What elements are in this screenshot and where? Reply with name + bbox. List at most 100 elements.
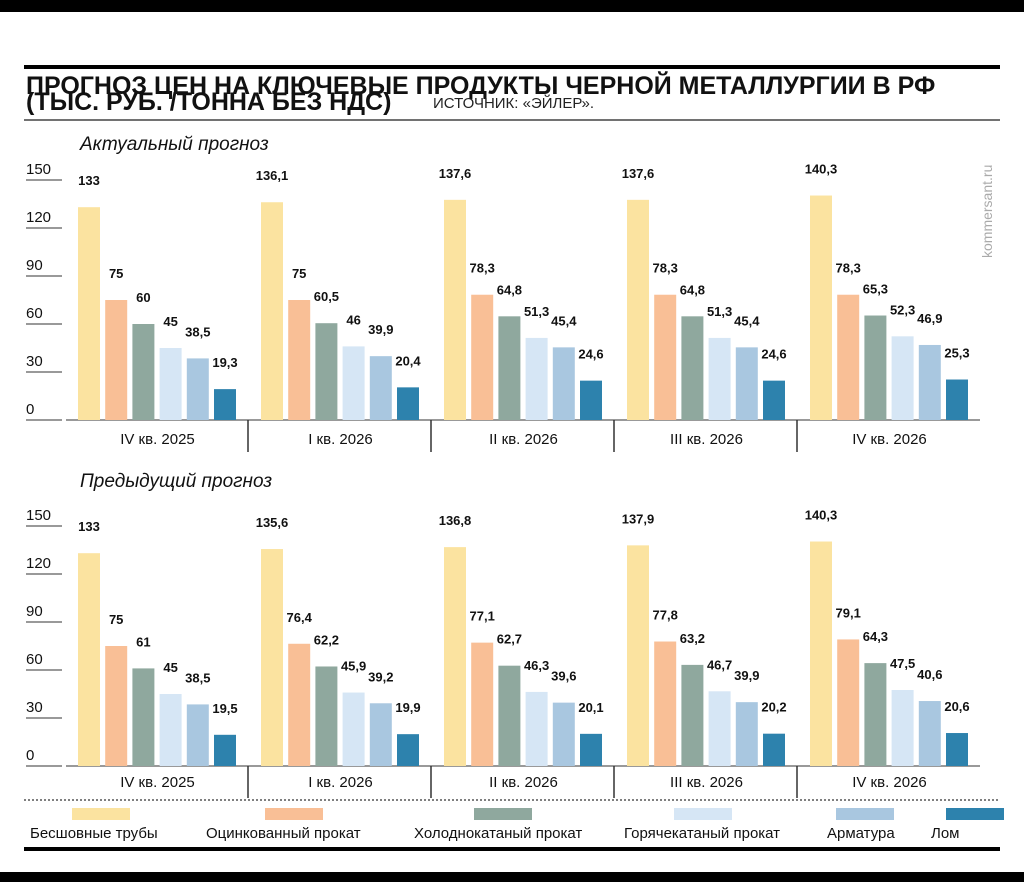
bar: [132, 324, 155, 420]
data-label: 78,3: [836, 261, 861, 276]
y-tick-label: 120: [26, 555, 51, 572]
data-label: 45,4: [734, 313, 760, 328]
bar: [315, 666, 338, 766]
data-label: 46,3: [524, 658, 549, 673]
bar: [105, 300, 128, 420]
bar: [525, 337, 548, 420]
bar: [837, 639, 860, 766]
bar: [552, 347, 575, 420]
data-label: 19,9: [395, 700, 420, 715]
bar: [369, 356, 392, 420]
y-tick-label: 120: [26, 209, 51, 226]
data-label: 137,9: [622, 511, 655, 526]
data-label: 79,1: [836, 605, 861, 620]
bar: [525, 691, 548, 766]
data-label: 40,6: [917, 667, 942, 682]
legend-swatch: [836, 808, 894, 820]
bar: [471, 642, 494, 766]
bar: [552, 702, 575, 766]
bar: [708, 691, 731, 766]
bar: [261, 549, 283, 766]
source-note: ИСТОЧНИК: «ЭЙЛЕР».: [433, 94, 594, 112]
legend-label: Бесшовные трубы: [30, 825, 158, 842]
data-label: 24,6: [761, 347, 786, 362]
bar: [708, 337, 731, 420]
data-label: 133: [78, 519, 100, 534]
data-label: 19,5: [212, 701, 237, 716]
bar: [471, 294, 494, 420]
data-label: 64,8: [497, 282, 522, 297]
bar: [498, 316, 521, 420]
bar: [78, 553, 100, 766]
bar: [288, 643, 311, 766]
legend-label: Арматура: [827, 825, 895, 842]
bar: [261, 202, 283, 420]
category-label: IV кв. 2025: [120, 774, 195, 791]
bar: [580, 733, 602, 766]
bar: [580, 380, 602, 420]
y-tick-label: 150: [26, 161, 51, 178]
category-label: III кв. 2026: [670, 774, 743, 791]
data-label: 78,3: [653, 261, 678, 276]
bar: [946, 733, 968, 766]
data-label: 77,1: [470, 609, 495, 624]
data-label: 20,2: [761, 700, 786, 715]
data-label: 20,6: [944, 699, 969, 714]
data-label: 46: [346, 312, 360, 327]
bar: [918, 344, 941, 420]
bar: [864, 315, 887, 420]
bar: [288, 300, 311, 420]
bar: [397, 734, 419, 766]
category-label: IV кв. 2025: [120, 431, 195, 448]
data-label: 51,3: [707, 304, 732, 319]
data-label: 60,5: [314, 289, 339, 304]
data-label: 19,3: [212, 355, 237, 370]
data-label: 140,3: [805, 508, 838, 523]
bar: [369, 703, 392, 766]
category-label: II кв. 2026: [489, 431, 558, 448]
bar: [891, 336, 914, 420]
category-label: IV кв. 2026: [852, 774, 927, 791]
bar: [837, 294, 860, 420]
legend-swatch: [674, 808, 732, 820]
data-label: 76,4: [287, 610, 313, 625]
legend-label: Горячекатаный прокат: [624, 825, 780, 842]
data-label: 136,1: [256, 168, 289, 183]
bar: [132, 668, 155, 766]
data-label: 75: [109, 612, 123, 627]
bar: [735, 347, 758, 420]
bar: [946, 379, 968, 420]
data-label: 60: [136, 290, 150, 305]
legend-label: Холоднокатаный прокат: [414, 825, 582, 842]
category-label: II кв. 2026: [489, 774, 558, 791]
bar: [397, 387, 419, 420]
y-tick-label: 90: [26, 257, 43, 274]
panel-title: Предыдущий прогноз: [80, 471, 272, 492]
data-label: 38,5: [185, 670, 210, 685]
data-label: 38,5: [185, 324, 210, 339]
data-label: 137,6: [439, 166, 472, 181]
y-tick-label: 60: [26, 305, 43, 322]
chart-title-line2: (ТЫС. РУБ. /ТОННА БЕЗ НДС): [26, 88, 391, 116]
watermark: kommersant.ru: [979, 165, 995, 258]
data-label: 45,4: [551, 313, 577, 328]
bar: [627, 545, 649, 766]
y-tick-label: 30: [26, 353, 43, 370]
legend-swatch: [474, 808, 532, 820]
data-label: 39,6: [551, 669, 576, 684]
data-label: 61: [136, 634, 150, 649]
panel-2: Предыдущий прогноз 0 30 60 90 120 150 IV кв. 20…: [26, 471, 980, 798]
bar: [654, 294, 677, 420]
data-label: 25,3: [944, 346, 969, 361]
data-label: 75: [292, 266, 306, 281]
data-label: 140,3: [805, 162, 838, 177]
data-label: 62,7: [497, 632, 522, 647]
legend-swatch: [72, 808, 130, 820]
bar: [159, 348, 182, 420]
data-label: 24,6: [578, 347, 603, 362]
bar: [214, 389, 236, 420]
legend-swatch: [946, 808, 1004, 820]
data-label: 135,6: [256, 515, 289, 530]
category-label: I кв. 2026: [308, 431, 373, 448]
